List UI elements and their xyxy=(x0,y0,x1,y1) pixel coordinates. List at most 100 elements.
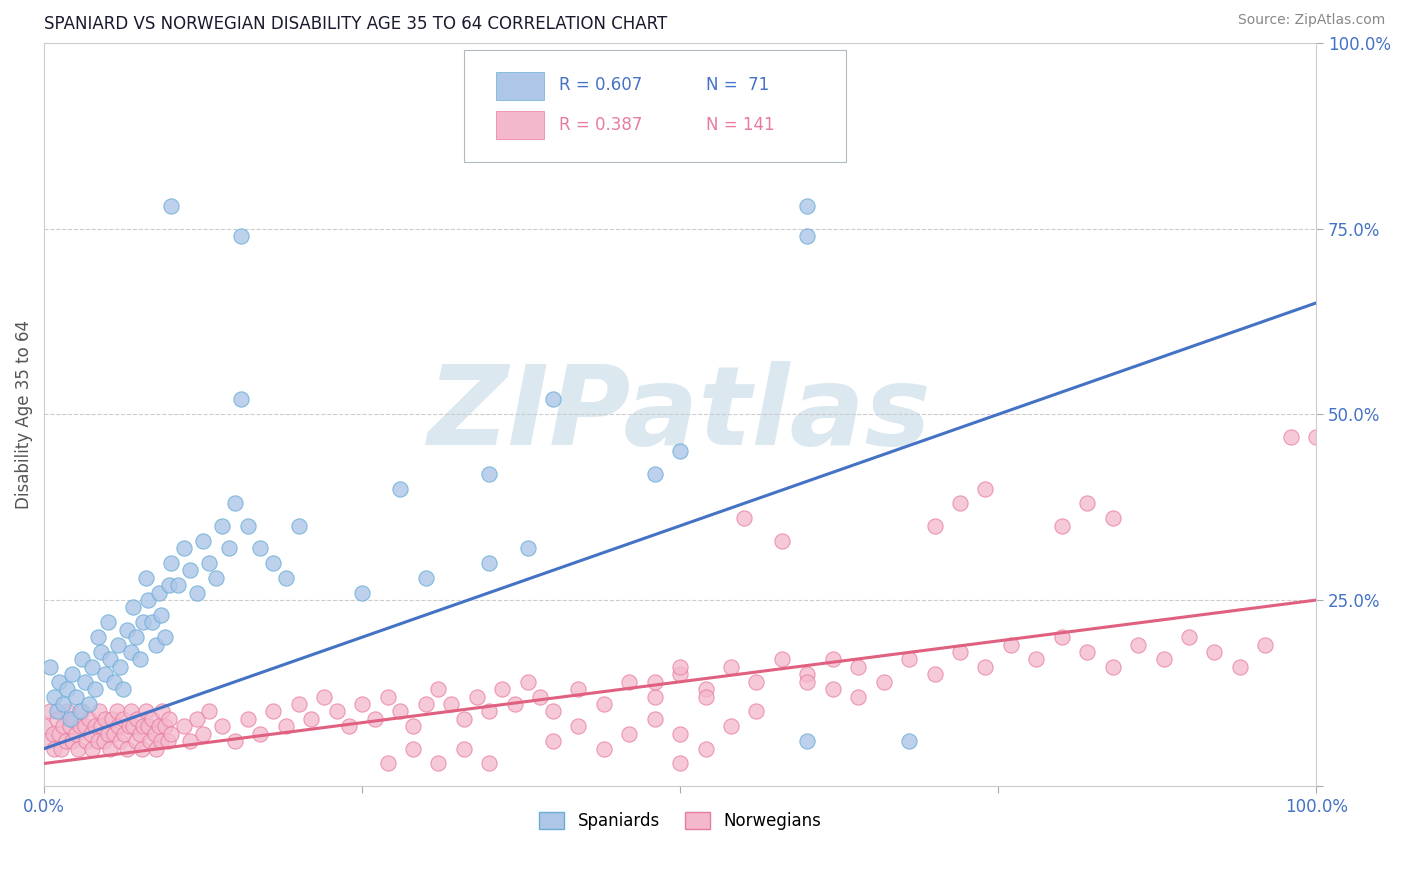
Point xyxy=(173,541,195,555)
Point xyxy=(115,741,138,756)
Point xyxy=(122,600,145,615)
Point xyxy=(94,712,117,726)
Point xyxy=(122,719,145,733)
Point xyxy=(65,690,87,704)
Point xyxy=(1305,429,1327,443)
FancyBboxPatch shape xyxy=(496,72,544,100)
Point xyxy=(110,734,132,748)
Point xyxy=(377,690,399,704)
Point xyxy=(82,741,104,756)
Point xyxy=(516,674,538,689)
Point xyxy=(39,705,62,719)
Point xyxy=(186,712,208,726)
Point xyxy=(796,667,818,681)
Point xyxy=(191,727,214,741)
Point xyxy=(231,392,253,407)
FancyBboxPatch shape xyxy=(464,50,845,161)
Point xyxy=(733,511,755,525)
Point xyxy=(1126,638,1149,652)
Point xyxy=(1279,429,1302,443)
Point xyxy=(97,615,120,630)
Point xyxy=(103,727,125,741)
Point xyxy=(73,674,96,689)
Point xyxy=(821,682,844,697)
Point xyxy=(111,682,134,697)
Point xyxy=(80,727,103,741)
Point xyxy=(120,705,142,719)
Point xyxy=(465,690,488,704)
Point xyxy=(274,571,297,585)
Text: R = 0.607: R = 0.607 xyxy=(560,76,643,95)
Point xyxy=(262,705,284,719)
Point xyxy=(148,719,170,733)
Point xyxy=(98,652,121,666)
Point xyxy=(60,734,83,748)
Point xyxy=(125,734,148,748)
Point xyxy=(198,705,221,719)
Point xyxy=(974,660,997,674)
Point xyxy=(150,734,173,748)
Point xyxy=(440,697,463,711)
Point xyxy=(67,741,90,756)
Point xyxy=(93,734,115,748)
Point xyxy=(205,571,228,585)
Point xyxy=(77,697,100,711)
Point xyxy=(274,719,297,733)
Point xyxy=(32,719,55,733)
Point xyxy=(389,482,412,496)
Point xyxy=(415,697,437,711)
Point xyxy=(1101,660,1123,674)
Point xyxy=(1153,652,1175,666)
Point xyxy=(145,741,167,756)
Point xyxy=(150,607,173,622)
Y-axis label: Disability Age 35 to 64: Disability Age 35 to 64 xyxy=(15,320,32,508)
Point xyxy=(644,712,666,726)
Point xyxy=(491,682,513,697)
FancyBboxPatch shape xyxy=(496,112,544,139)
Point xyxy=(287,518,309,533)
Point xyxy=(796,674,818,689)
Point xyxy=(427,756,450,771)
Point xyxy=(45,705,67,719)
Point xyxy=(145,638,167,652)
Point xyxy=(1076,496,1098,510)
Point xyxy=(152,705,174,719)
Point xyxy=(402,719,425,733)
Point xyxy=(111,712,134,726)
Point xyxy=(90,719,112,733)
Point xyxy=(1101,511,1123,525)
Point xyxy=(84,682,107,697)
Point xyxy=(135,705,157,719)
Point xyxy=(128,652,150,666)
Point xyxy=(173,719,195,733)
Point xyxy=(52,719,75,733)
Point xyxy=(541,392,564,407)
Point xyxy=(1025,652,1047,666)
Text: N = 141: N = 141 xyxy=(706,116,775,134)
Point xyxy=(720,660,742,674)
Point xyxy=(1254,638,1277,652)
Point xyxy=(153,630,176,644)
Point xyxy=(567,719,589,733)
Point xyxy=(49,741,72,756)
Point xyxy=(453,741,475,756)
Point xyxy=(138,719,160,733)
Point xyxy=(120,645,142,659)
Point xyxy=(56,682,79,697)
Point xyxy=(478,756,501,771)
Point xyxy=(352,585,374,599)
Point xyxy=(132,615,155,630)
Point xyxy=(529,690,551,704)
Point xyxy=(112,727,135,741)
Text: R = 0.387: R = 0.387 xyxy=(560,116,643,134)
Point xyxy=(1178,630,1201,644)
Point xyxy=(55,734,77,748)
Point xyxy=(198,556,221,570)
Point xyxy=(48,727,70,741)
Point xyxy=(69,719,91,733)
Point xyxy=(236,712,259,726)
Point xyxy=(110,660,132,674)
Point xyxy=(770,533,793,548)
Point xyxy=(402,741,425,756)
Point xyxy=(94,667,117,681)
